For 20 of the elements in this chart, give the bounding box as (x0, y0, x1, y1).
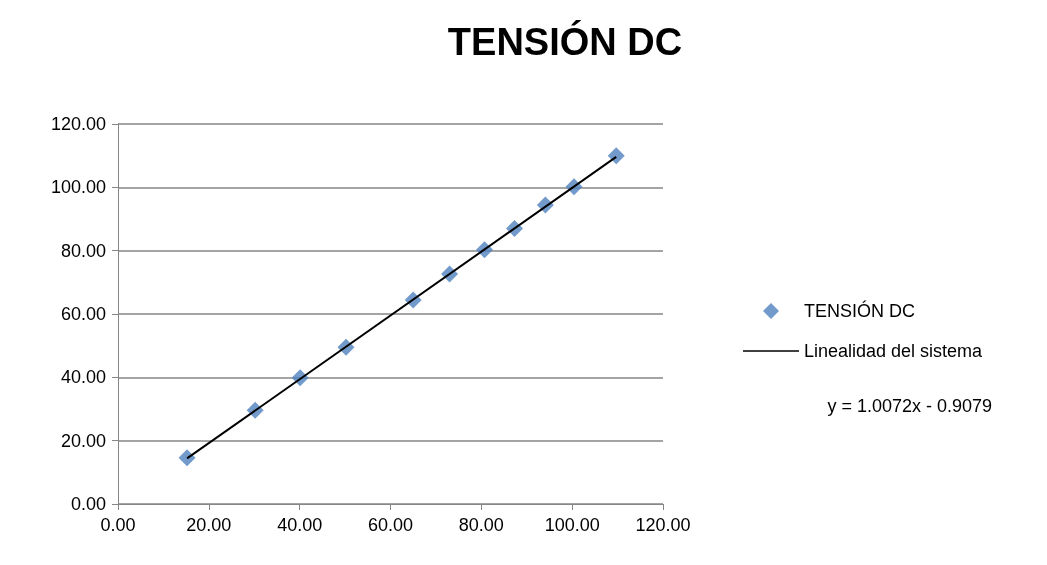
x-tick-label: 100.00 (544, 515, 600, 535)
y-tick-label: 120.00 (50, 114, 106, 134)
y-tick-label: 60.00 (60, 304, 106, 324)
legend-label: Linealidad del sistema (804, 341, 984, 361)
y-tick-label: 0.00 (70, 494, 106, 514)
y-tick-label: 80.00 (60, 240, 106, 261)
y-tick-label: 20.00 (60, 430, 106, 451)
point (178, 449, 196, 467)
y-tick-label: 40.00 (60, 367, 106, 388)
text: y = 1.0072x - 0.9079 (827, 396, 993, 416)
legend-label: TENSIÓN DC (804, 300, 916, 321)
y-tick-label: 100.00 (50, 177, 106, 198)
x-tick-label: 0.00 (100, 515, 136, 535)
x-tick-label: 120.00 (635, 515, 691, 535)
x-tick-label: 60.00 (367, 515, 414, 535)
chart-title: TENSIÓN DC (447, 20, 683, 63)
x-tick-label: 20.00 (186, 515, 232, 535)
x-tick-label: 40.00 (277, 515, 323, 535)
point (607, 147, 625, 165)
x-tick-label: 80.00 (458, 515, 504, 535)
